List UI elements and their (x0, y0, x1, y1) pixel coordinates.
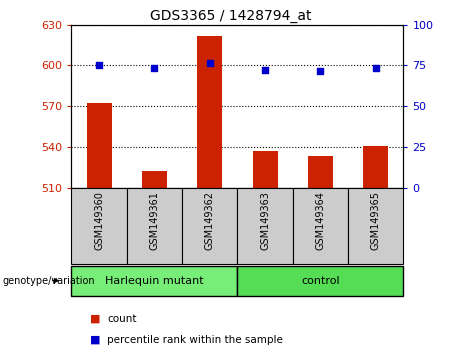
Bar (308, 156, 333, 188)
Point (372, 65, 379, 71)
Bar (182, 188, 237, 264)
Text: GSM149365: GSM149365 (371, 192, 381, 250)
Point (261, 67, 269, 73)
Text: percentile rank within the sample: percentile rank within the sample (107, 335, 284, 345)
Bar (71, 266, 237, 296)
Text: GDS3365 / 1428794_at: GDS3365 / 1428794_at (150, 9, 311, 23)
Text: ■: ■ (90, 314, 100, 324)
Text: GSM149363: GSM149363 (260, 192, 270, 250)
Bar (293, 188, 348, 264)
Bar (237, 188, 293, 264)
Text: ■: ■ (90, 335, 100, 345)
Point (317, 68, 324, 74)
Bar (127, 188, 182, 264)
Bar (363, 145, 388, 188)
Point (151, 65, 158, 71)
Bar (237, 266, 403, 296)
Text: GSM149360: GSM149360 (94, 192, 104, 250)
Point (95, 63, 103, 68)
Text: genotype/variation: genotype/variation (2, 275, 95, 286)
Point (206, 60, 213, 65)
Text: count: count (107, 314, 137, 324)
Text: GSM149361: GSM149361 (149, 192, 160, 250)
Text: Harlequin mutant: Harlequin mutant (105, 275, 204, 286)
Bar (253, 151, 278, 188)
Bar (142, 171, 167, 188)
Text: GSM149362: GSM149362 (205, 192, 215, 250)
Text: control: control (301, 275, 340, 286)
Text: GSM149364: GSM149364 (315, 192, 325, 250)
Bar (71, 188, 127, 264)
Bar (87, 103, 112, 188)
Bar (197, 36, 222, 188)
Bar (348, 188, 403, 264)
